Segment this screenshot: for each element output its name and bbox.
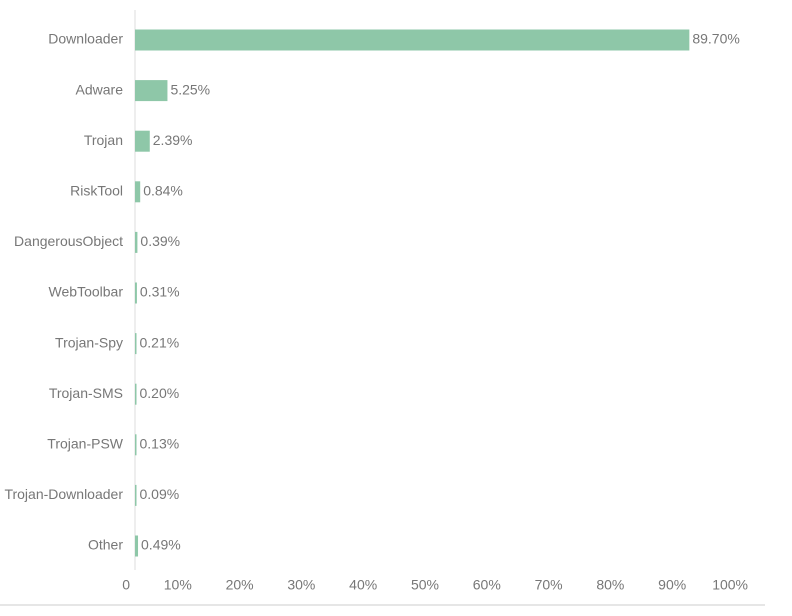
bar [135,80,168,102]
x-tick-label: 0 [122,577,130,593]
bar [135,434,137,456]
bar [135,181,141,203]
x-tick-label: 60% [473,577,501,593]
y-tick-label: Other [88,537,123,553]
y-tick-label: RiskTool [70,183,123,199]
x-tick-label: 80% [596,577,624,593]
value-label: 2.39% [153,132,193,148]
value-label: 0.13% [140,436,180,452]
x-tick-label: 20% [226,577,254,593]
value-label: 0.84% [143,183,183,199]
bar [135,383,137,405]
y-tick-label: Trojan-SMS [49,385,123,401]
y-tick-label: Trojan-Spy [55,334,123,350]
bar [135,29,690,51]
x-tick-label: 30% [287,577,315,593]
y-tick-label: Downloader [48,31,123,47]
bar [135,282,137,304]
x-tick-label: 100% [712,577,748,593]
x-tick-label: 50% [411,577,439,593]
bar [135,130,150,152]
value-label: 89.70% [692,31,739,47]
y-tick-label: Trojan-PSW [47,436,124,452]
value-label: 0.09% [140,486,180,502]
y-tick-label: Trojan-Downloader [4,486,123,502]
value-label: 5.25% [170,81,210,97]
x-tick-label: 40% [349,577,377,593]
value-label: 0.31% [140,284,180,300]
y-tick-label: Adware [76,81,124,97]
bar [135,333,137,355]
y-tick-label: WebToolbar [49,284,124,300]
value-label: 0.20% [140,385,180,401]
value-label: 0.39% [140,233,180,249]
bar [135,231,138,253]
bar [135,535,139,557]
value-label: 0.49% [141,537,181,553]
y-tick-label: Trojan [84,132,123,148]
y-tick-label: DangerousObject [14,233,123,249]
x-tick-label: 70% [535,577,563,593]
x-tick-label: 90% [658,577,686,593]
value-label: 0.21% [140,334,180,350]
x-tick-label: 10% [164,577,192,593]
bar [135,484,137,506]
